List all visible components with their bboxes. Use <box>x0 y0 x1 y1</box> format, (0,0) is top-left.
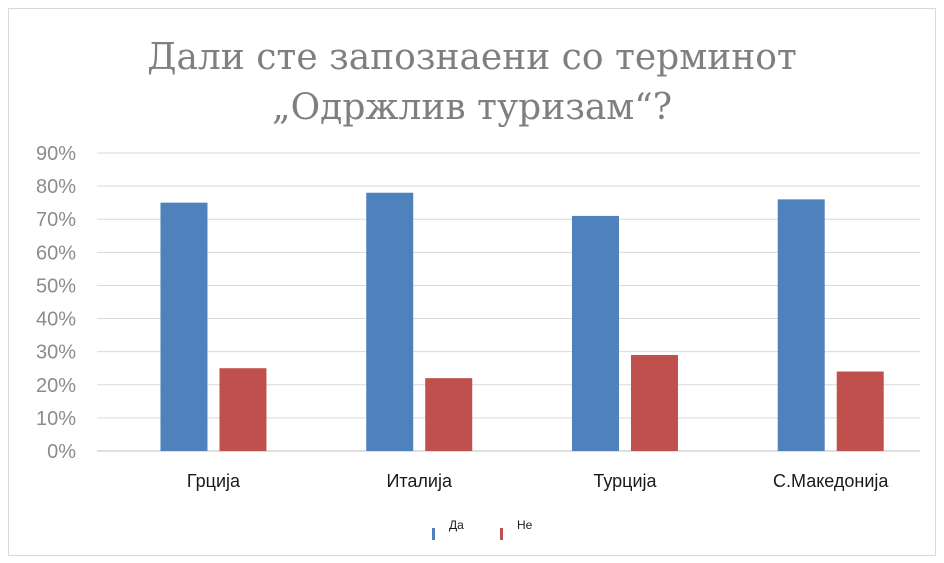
bar-ne <box>836 371 884 451</box>
legend-swatch <box>500 528 503 540</box>
bar-da <box>160 202 208 451</box>
bars <box>160 192 884 451</box>
x-tick-label: Италија <box>386 471 453 491</box>
legend-swatch <box>432 528 435 540</box>
y-tick-label: 70% <box>36 209 76 231</box>
bar-ne <box>630 354 678 451</box>
y-tick-label: 80% <box>36 176 76 198</box>
y-tick-label: 0% <box>47 441 76 463</box>
y-tick-label: 30% <box>36 342 76 364</box>
y-tick-label: 60% <box>36 242 76 264</box>
legend: Да Не <box>432 518 533 540</box>
y-tick-label: 10% <box>36 408 76 430</box>
y-tick-label: 90% <box>36 143 76 165</box>
bar-da <box>366 192 414 451</box>
bar-ne <box>425 378 473 451</box>
y-tick-label: 40% <box>36 309 76 331</box>
bar-ne <box>219 368 267 451</box>
legend-label: Да <box>449 518 464 532</box>
x-tick-label: Грција <box>187 471 241 491</box>
x-tick-label: С.Македонија <box>773 471 889 491</box>
y-tick-label: 20% <box>36 375 76 397</box>
bar-da <box>571 215 619 451</box>
x-tick-label: Турција <box>593 471 657 491</box>
chart-title-line-1: Дали сте запознаени со терминот <box>147 37 797 78</box>
bar-da <box>777 199 825 451</box>
chart-title-line-2: „Одржлив туризам“? <box>271 87 672 128</box>
y-tick-label: 50% <box>36 275 76 297</box>
legend-label: Не <box>517 518 533 532</box>
y-axis-ticks: 0% 10% 20% 30% 40% 50% 60% 70% 80% 90% <box>36 143 76 463</box>
x-axis-labels: Грција Италија Турција С.Македонија <box>187 471 890 491</box>
